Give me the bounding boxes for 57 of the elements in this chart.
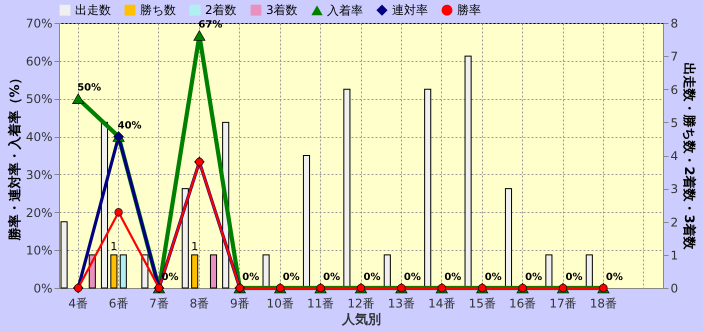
x-tick-label: 7番 xyxy=(149,296,169,310)
point xyxy=(72,93,84,104)
data-label: 0% xyxy=(404,272,421,283)
point xyxy=(193,30,206,41)
y2-tick-label: 1 xyxy=(670,248,678,262)
y2-tick-label: 2 xyxy=(670,215,678,230)
y-tick-label: 50% xyxy=(26,92,52,106)
legend-label: 勝ち数 xyxy=(140,3,176,18)
y-tick-label: 70% xyxy=(26,16,52,30)
y2-tick-label: 7 xyxy=(670,50,678,64)
y-tick-label: 40% xyxy=(26,130,52,144)
x-tick-label: 8番 xyxy=(190,296,210,310)
x-tick-label: 10番 xyxy=(266,296,294,310)
y2-tick-label: 8 xyxy=(670,16,678,30)
y-tick-label: 0% xyxy=(33,282,52,296)
legend-label: 出走数 xyxy=(75,3,111,18)
data-label: 50% xyxy=(77,82,102,94)
x-tick-label: 4番 xyxy=(68,296,88,310)
y2-tick-label: 5 xyxy=(670,116,678,130)
data-label: 0% xyxy=(566,272,582,283)
x-tick-label: 12番 xyxy=(347,296,375,310)
legend-label: 3着数 xyxy=(266,3,298,18)
y-tick-label: 60% xyxy=(26,54,52,68)
x-axis-title: 人気別 xyxy=(341,312,381,328)
data-label: 0% xyxy=(606,272,623,283)
data-label: 0% xyxy=(525,272,542,283)
x-tick-label: 13番 xyxy=(388,296,416,310)
x-tick-label: 6番 xyxy=(108,296,128,310)
y2-tick-label: 6 xyxy=(670,82,678,97)
x-tick-label: 11番 xyxy=(306,296,334,310)
y2-tick-label: 3 xyxy=(670,182,678,196)
x-tick-label: 17番 xyxy=(549,296,577,310)
data-label: 0% xyxy=(364,272,380,283)
x-tick-label: 15番 xyxy=(468,296,496,310)
x-tick-label: 9番 xyxy=(230,296,250,310)
data-label: 0% xyxy=(323,272,340,283)
data-label: 1 xyxy=(110,240,118,253)
y-tick-label: 20% xyxy=(26,206,52,220)
x-tick-label: 14番 xyxy=(428,296,456,310)
data-label: 1 xyxy=(191,240,198,253)
legend-label: 連対率 xyxy=(392,3,428,18)
y-axis-title: 勝率・連対率・入着率（%） xyxy=(6,71,23,242)
data-label: 40% xyxy=(118,120,142,132)
legend-label: 2着数 xyxy=(205,3,237,18)
y2-tick-label: 0 xyxy=(670,282,678,296)
data-label: 0% xyxy=(242,272,260,283)
legend-label: 勝率 xyxy=(457,3,481,18)
data-label: 0% xyxy=(282,272,300,283)
x-tick-label: 16番 xyxy=(508,296,536,310)
y-tick-label: 30% xyxy=(26,168,52,182)
data-label: 0% xyxy=(484,272,502,283)
x-tick-label: 18番 xyxy=(590,296,618,310)
y-tick-label: 10% xyxy=(26,244,52,258)
data-label: 0% xyxy=(444,272,462,283)
y2-axis-title: 出走数・勝ち数・2着数・3着数 xyxy=(681,62,698,251)
y2-tick-label: 4 xyxy=(670,149,678,163)
legend-label: 入着率 xyxy=(327,4,363,18)
